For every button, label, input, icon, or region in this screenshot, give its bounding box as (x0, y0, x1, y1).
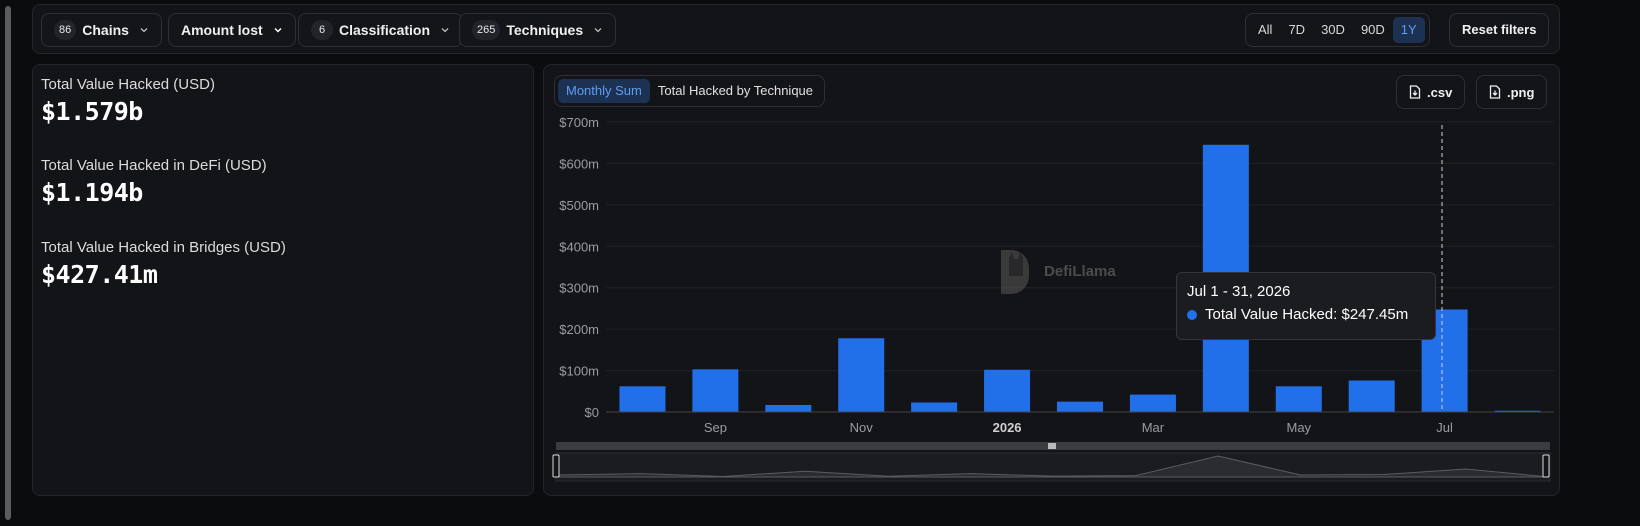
classification-filter-button[interactable]: 6 Classification (298, 13, 464, 47)
y-tick-label: $400m (559, 239, 599, 254)
tooltip-series-row: Total Value Hacked: $247.45m (1187, 306, 1425, 323)
chains-count-badge: 86 (54, 20, 77, 40)
slider-left-handle[interactable] (552, 454, 560, 478)
range-7d-button[interactable]: 7D (1288, 22, 1306, 37)
chart-tabs: Monthly Sum Total Hacked by Technique (554, 75, 826, 107)
download-png-button[interactable]: .png (1476, 75, 1548, 109)
bar (765, 404, 812, 412)
techniques-filter-button[interactable]: 265 Techniques (459, 13, 617, 47)
bar (984, 369, 1031, 412)
slider-right-handle[interactable] (1542, 454, 1550, 478)
range-1y-button[interactable]: 1Y (1392, 17, 1425, 43)
filter-bar: 86 Chains Amount lost 6 Classification 2… (32, 4, 1560, 54)
llama-logo-head (1009, 252, 1023, 276)
bar (911, 402, 958, 412)
tooltip-separator: : (1333, 306, 1342, 323)
bar-chart[interactable]: $0 $100m $200m $300m $400m $500m $600m $700m De… (544, 65, 1561, 497)
file-download-icon (1489, 85, 1501, 99)
range-90d-button[interactable]: 90D (1360, 22, 1385, 37)
bridges-hacked-label: Total Value Hacked in Bridges (USD) (41, 239, 286, 256)
series-color-dot (1187, 309, 1197, 320)
download-csv-label: .csv (1427, 84, 1453, 100)
y-tick-label: $0 (585, 405, 599, 420)
classification-filter-label: Classification (339, 22, 431, 38)
y-tick-label: $500m (559, 198, 599, 213)
bar (619, 386, 666, 412)
chart-tooltip: Jul 1 - 31, 2026 Total Value Hacked: $24… (1176, 272, 1436, 340)
y-tick-label: $200m (559, 322, 599, 337)
x-tick-label: Mar (1142, 420, 1165, 435)
download-csv-button[interactable]: .csv (1396, 75, 1466, 109)
total-hacked-label: Total Value Hacked (USD) (41, 76, 215, 93)
range-30d-button[interactable]: 30D (1321, 22, 1345, 37)
chevron-down-icon (440, 25, 450, 35)
download-png-label: .png (1507, 84, 1535, 100)
slider-grip[interactable] (1048, 443, 1056, 449)
amount-lost-filter-button[interactable]: Amount lost (168, 13, 296, 47)
x-tick-label: Nov (850, 420, 874, 435)
mini-overview-area (557, 455, 1549, 478)
time-range-selector: All 7D 30D 90D 1Y (1245, 13, 1430, 47)
chains-filter-button[interactable]: 86 Chains (41, 13, 162, 47)
watermark-text: DefiLlama (1044, 263, 1116, 280)
x-tick-label: Jul (1436, 420, 1453, 435)
bar (1057, 401, 1103, 412)
tooltip-value: $247.45m (1341, 306, 1409, 323)
amount-lost-label: Amount lost (181, 22, 263, 38)
bar (1348, 380, 1395, 412)
tooltip-date: Jul 1 - 31, 2026 (1187, 283, 1291, 300)
y-axis: $0 $100m $200m $300m $400m $500m $600m $700m (559, 115, 599, 420)
bar (692, 369, 739, 412)
bar (838, 338, 885, 412)
defi-hacked-label: Total Value Hacked in DeFi (USD) (41, 157, 267, 174)
bar (1494, 410, 1541, 412)
x-axis: Sep Nov 2026 Mar May Jul (606, 411, 1554, 435)
bridges-hacked-value: $427.41m (41, 260, 158, 289)
scrollbar-thumb[interactable] (5, 6, 11, 520)
bar (1275, 386, 1322, 412)
techniques-filter-label: Techniques (506, 22, 584, 38)
reset-filters-button[interactable]: Reset filters (1449, 13, 1550, 47)
chains-filter-label: Chains (82, 22, 129, 38)
techniques-count-badge: 265 (472, 20, 501, 40)
watermark: DefiLlama (1001, 250, 1116, 294)
classification-count-badge: 6 (311, 20, 333, 40)
x-tick-label: Sep (704, 420, 727, 435)
chevron-down-icon (139, 25, 149, 35)
chevron-down-icon (273, 25, 283, 35)
y-tick-label: $100m (559, 364, 599, 379)
x-tick-label: 2026 (993, 420, 1022, 435)
range-slider[interactable] (552, 442, 1551, 482)
tab-monthly-sum[interactable]: Monthly Sum (558, 79, 650, 103)
defi-hacked-value: $1.194b (41, 178, 143, 207)
y-tick-label: $300m (559, 281, 599, 296)
tab-total-hacked-by-technique[interactable]: Total Hacked by Technique (657, 83, 814, 98)
tooltip-series-name: Total Value Hacked (1205, 306, 1334, 323)
y-tick-label: $700m (559, 115, 599, 130)
file-download-icon (1409, 85, 1421, 99)
x-tick-label: May (1286, 420, 1311, 435)
page-scrollbar[interactable] (0, 0, 20, 526)
total-hacked-value: $1.579b (41, 97, 143, 126)
chart-panel: Monthly Sum Total Hacked by Technique .c… (543, 64, 1560, 496)
stats-panel: Total Value Hacked (USD) $1.579b Total V… (32, 64, 534, 496)
chevron-down-icon (593, 25, 603, 35)
range-all-button[interactable]: All (1258, 22, 1273, 37)
y-tick-label: $600m (559, 156, 599, 171)
bar (1129, 394, 1176, 412)
